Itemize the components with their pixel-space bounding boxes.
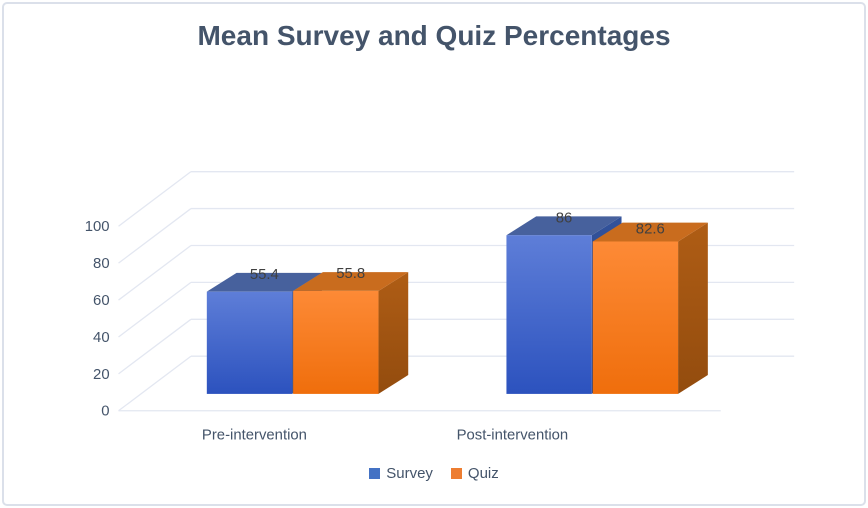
legend-label-survey: Survey bbox=[386, 465, 433, 482]
bar-quiz-post-intervention-front bbox=[592, 241, 679, 394]
gridline-depth bbox=[118, 208, 192, 264]
bar-survey-pre-intervention-top bbox=[206, 272, 322, 292]
gridline-depth bbox=[118, 318, 192, 375]
y-tick-label: 60 bbox=[93, 293, 110, 309]
legend-label-quiz: Quiz bbox=[467, 465, 499, 482]
bar-survey-pre-intervention-front bbox=[206, 291, 293, 394]
data-label-survey-post-intervention: 86 bbox=[556, 210, 573, 226]
chart-legend: Survey Quiz bbox=[4, 465, 864, 482]
chart-title: Mean Survey and Quiz Percentages bbox=[197, 20, 671, 51]
category-label-pre-intervention: Pre-intervention bbox=[202, 428, 307, 444]
y-tick-label: 40 bbox=[93, 330, 110, 346]
legend-swatch-quiz-icon bbox=[450, 468, 462, 479]
data-label-quiz-post-intervention: 82.6 bbox=[636, 222, 665, 238]
legend-swatch-survey-icon bbox=[369, 468, 381, 479]
gridline-depth bbox=[118, 244, 192, 301]
bar-survey-post-intervention-front bbox=[506, 235, 592, 394]
bar-quiz-post-intervention-top bbox=[592, 222, 708, 242]
gridline-depth bbox=[118, 171, 192, 227]
bar-quiz-pre-intervention-front bbox=[293, 290, 379, 394]
bar-quiz-post-intervention-side bbox=[678, 222, 708, 394]
chart-canvas: 0 20 40 60 80 100 Pre-intervention Post-interve… bbox=[85, 171, 795, 444]
bar-survey-post-intervention-top bbox=[506, 216, 622, 236]
data-label-survey-pre-intervention: 55.4 bbox=[250, 267, 279, 283]
bar-quiz-pre-intervention-side bbox=[378, 272, 409, 394]
y-tick-label: 0 bbox=[101, 404, 109, 420]
category-label-post-intervention: Post-intervention bbox=[457, 428, 569, 444]
gridline-depth bbox=[118, 355, 192, 412]
legend-item-survey: Survey bbox=[369, 465, 433, 482]
y-tick-label: 100 bbox=[85, 219, 110, 235]
y-tick-label: 80 bbox=[93, 256, 110, 272]
bar-quiz-pre-intervention-top bbox=[293, 272, 409, 291]
y-tick-label: 20 bbox=[93, 367, 110, 383]
gridline-depth bbox=[118, 281, 192, 338]
data-label-quiz-pre-intervention: 55.8 bbox=[336, 266, 365, 282]
legend-item-quiz: Quiz bbox=[450, 465, 499, 482]
